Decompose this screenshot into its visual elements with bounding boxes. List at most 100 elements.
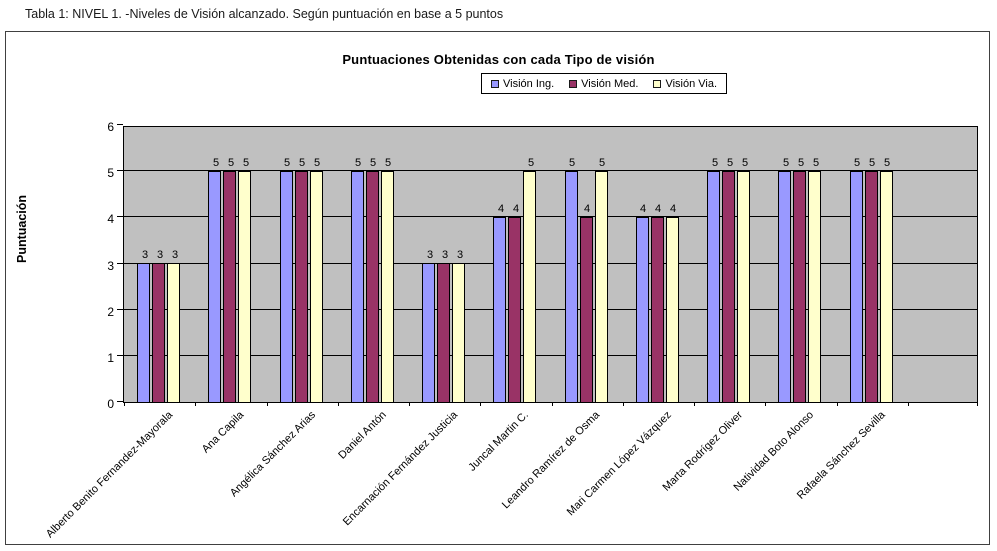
y-axis-tick <box>117 308 123 310</box>
bar-value-label: 5 <box>812 157 820 169</box>
bar-value-label: 4 <box>654 203 662 215</box>
x-axis-tick <box>837 402 838 406</box>
bar-value-label: 4 <box>512 203 520 215</box>
table-caption: Tabla 1: NIVEL 1. -Niveles de Visión alc… <box>25 7 504 21</box>
bar-visi-n-via- <box>880 171 893 402</box>
legend-swatch-icon <box>569 79 578 88</box>
x-axis-tick <box>124 402 125 406</box>
category-label: Ana Capila <box>199 409 247 456</box>
bar-value-label: 5 <box>726 157 734 169</box>
bar-visi-n-med- <box>722 171 735 402</box>
bar-visi-n-via- <box>595 171 608 402</box>
bar-value-label: 4 <box>497 203 505 215</box>
x-axis-tick <box>765 402 766 406</box>
bar-visi-n-ing- <box>208 171 221 402</box>
y-axis-title: Puntuación <box>15 194 29 263</box>
y-axis-tick-label: 0 <box>107 397 114 411</box>
bar-value-label: 5 <box>384 157 392 169</box>
bar-visi-n-via- <box>808 171 821 402</box>
y-axis-tick <box>117 401 123 402</box>
y-axis-tick-label: 2 <box>107 304 114 319</box>
legend-item: Visión Med. <box>569 78 638 90</box>
y-axis-tick-label: 4 <box>107 212 114 227</box>
legend-swatch-icon <box>653 79 662 88</box>
bar-value-label: 5 <box>883 157 891 169</box>
bar-visi-n-med- <box>580 217 593 402</box>
bar-visi-n-ing- <box>351 171 364 402</box>
category-label: Natividad Boto Alonso <box>731 409 817 494</box>
category-label: Alberto Benito Fernandez-Mayorala <box>43 409 176 541</box>
legend-item: Visión Via. <box>653 78 717 90</box>
bar-visi-n-ing- <box>850 171 863 402</box>
x-axis-tick <box>908 402 909 406</box>
bar-visi-n-via- <box>523 171 536 402</box>
bar-visi-n-ing- <box>778 171 791 402</box>
bar-value-label: 5 <box>242 157 250 169</box>
bar-visi-n-med- <box>793 171 806 402</box>
bar-visi-n-ing- <box>422 263 435 402</box>
x-axis-tick <box>623 402 624 406</box>
bar-value-label: 5 <box>283 157 291 169</box>
bar-visi-n-ing- <box>707 171 720 402</box>
legend-label: Visión Ing. <box>503 77 555 90</box>
bar-value-label: 5 <box>711 157 719 169</box>
chart-frame: Puntuaciones Obtenidas con cada Tipo de … <box>5 31 990 545</box>
bar-value-label: 5 <box>527 157 535 169</box>
y-axis-tick <box>117 170 123 172</box>
x-axis-tick <box>552 402 553 406</box>
bar-value-label: 5 <box>369 157 377 169</box>
x-axis-tick <box>480 402 481 406</box>
gridline <box>124 354 977 356</box>
bar-visi-n-via- <box>452 263 465 402</box>
bar-visi-n-via- <box>310 171 323 402</box>
gridline <box>124 216 977 218</box>
bar-value-label: 3 <box>171 249 179 261</box>
bar-value-label: 3 <box>156 249 164 261</box>
y-axis-tick-label: 3 <box>107 258 114 273</box>
legend-label: Visión Via. <box>665 77 718 90</box>
bar-value-label: 5 <box>298 157 306 169</box>
x-axis-tick <box>195 402 196 406</box>
bar-value-label: 3 <box>141 249 149 261</box>
category-label: Juncal Martin C. <box>466 409 532 474</box>
bar-visi-n-med- <box>508 217 521 402</box>
category-label: Encarnación Fernández Justicia <box>340 409 461 529</box>
gridline <box>124 308 977 310</box>
bar-value-label: 3 <box>441 249 449 261</box>
bar-visi-n-ing- <box>137 263 150 402</box>
bar-value-label: 5 <box>741 157 749 169</box>
legend-label: Visión Med. <box>581 77 639 90</box>
bar-value-label: 3 <box>426 249 434 261</box>
y-axis-tick <box>117 354 123 356</box>
bar-value-label: 5 <box>313 157 321 169</box>
category-label: Daniel Antón <box>336 409 389 462</box>
bar-value-label: 5 <box>782 157 790 169</box>
legend-item: Visión Ing. <box>491 78 554 90</box>
bar-visi-n-med- <box>366 171 379 402</box>
bar-value-label: 5 <box>354 157 362 169</box>
bar-visi-n-med- <box>223 171 236 402</box>
x-axis-tick <box>409 402 410 406</box>
bar-value-label: 3 <box>456 249 464 261</box>
bar-visi-n-via- <box>666 217 679 402</box>
x-axis-tick <box>977 402 978 406</box>
y-axis-tick <box>117 262 123 264</box>
bar-value-label: 4 <box>583 203 591 215</box>
gridline <box>124 262 977 264</box>
bar-value-label: 4 <box>639 203 647 215</box>
chart-title: Puntuaciones Obtenidas con cada Tipo de … <box>342 52 655 67</box>
bar-visi-n-med- <box>295 171 308 402</box>
bar-value-label: 5 <box>212 157 220 169</box>
bar-visi-n-ing- <box>280 171 293 402</box>
bar-value-label: 5 <box>568 157 576 169</box>
bar-visi-n-med- <box>437 263 450 402</box>
x-axis-tick <box>267 402 268 406</box>
bar-visi-n-via- <box>167 263 180 402</box>
bar-visi-n-ing- <box>565 171 578 402</box>
bar-value-label: 5 <box>227 157 235 169</box>
bar-value-label: 5 <box>797 157 805 169</box>
bar-visi-n-med- <box>651 217 664 402</box>
bar-visi-n-via- <box>238 171 251 402</box>
gridline <box>124 170 977 172</box>
